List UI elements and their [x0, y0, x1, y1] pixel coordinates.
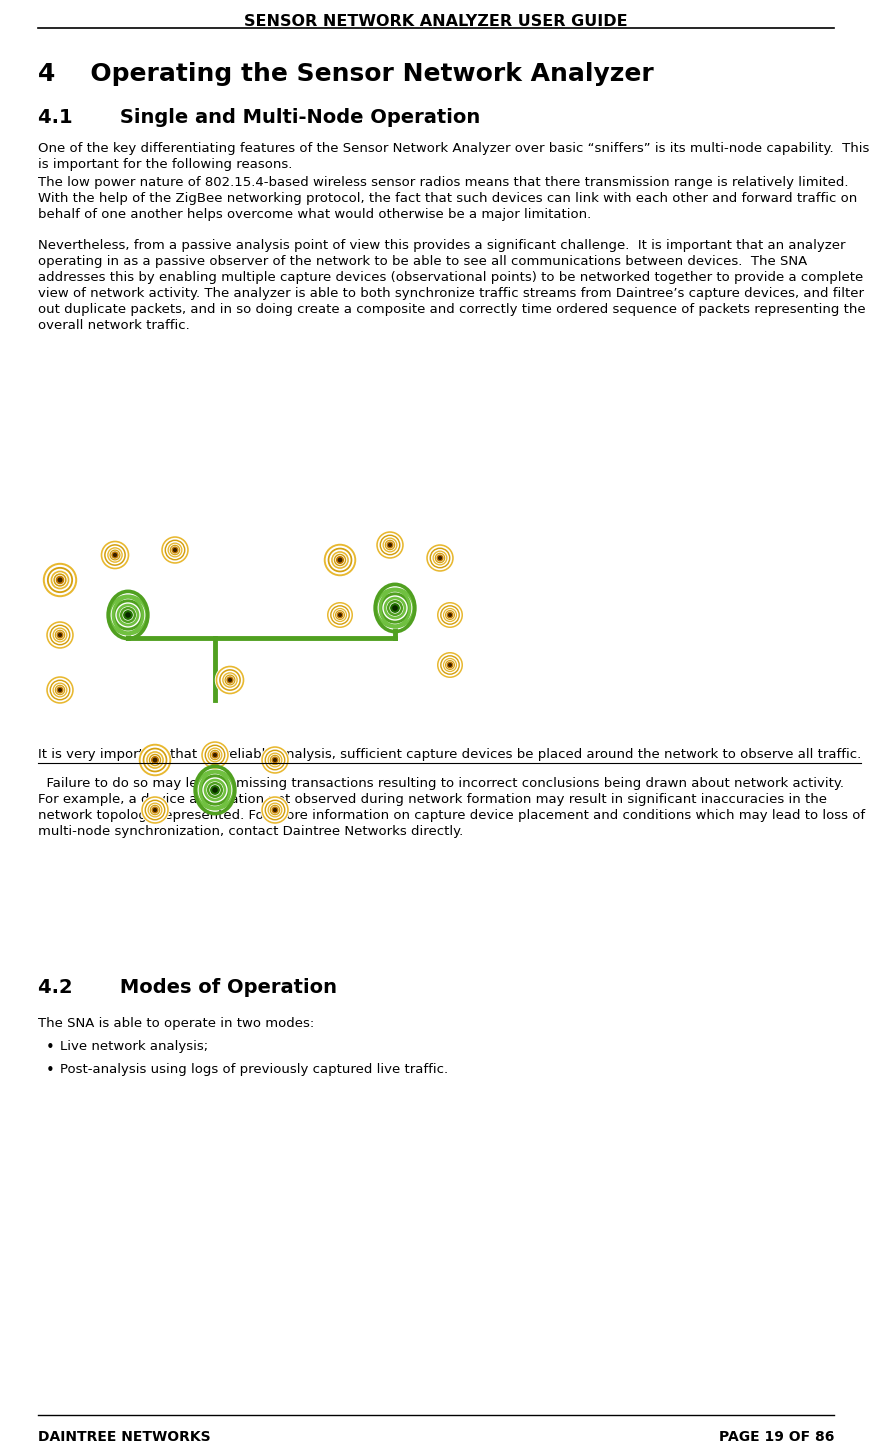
Text: •: • — [46, 1064, 55, 1078]
Circle shape — [58, 634, 61, 637]
Circle shape — [327, 602, 353, 628]
Circle shape — [172, 547, 178, 553]
Circle shape — [426, 544, 454, 572]
Circle shape — [375, 587, 415, 628]
Circle shape — [212, 752, 218, 758]
Circle shape — [58, 632, 63, 638]
Text: 4.2       Modes of Operation: 4.2 Modes of Operation — [38, 978, 337, 997]
Circle shape — [337, 557, 344, 563]
Circle shape — [100, 541, 130, 570]
Circle shape — [57, 576, 64, 583]
Circle shape — [174, 548, 176, 551]
Circle shape — [195, 770, 235, 810]
Text: One of the key differentiating features of the Sensor Network Analyzer over basi: One of the key differentiating features … — [38, 142, 869, 171]
Circle shape — [228, 679, 231, 682]
Circle shape — [43, 563, 78, 598]
Circle shape — [393, 606, 397, 611]
Circle shape — [387, 543, 393, 548]
Circle shape — [126, 614, 130, 616]
Text: Failure to do so may lead to missing transactions resulting to incorrect conclus: Failure to do so may lead to missing tra… — [38, 777, 865, 838]
Circle shape — [437, 651, 463, 679]
Text: SENSOR NETWORK ANALYZER USER GUIDE: SENSOR NETWORK ANALYZER USER GUIDE — [244, 14, 628, 29]
Circle shape — [214, 754, 216, 757]
Circle shape — [139, 744, 171, 776]
Circle shape — [58, 687, 63, 693]
Circle shape — [108, 595, 148, 635]
Text: Post-analysis using logs of previously captured live traffic.: Post-analysis using logs of previously c… — [60, 1064, 448, 1077]
Circle shape — [112, 551, 118, 559]
Circle shape — [272, 807, 278, 813]
Circle shape — [113, 554, 117, 557]
Text: Live network analysis;: Live network analysis; — [60, 1040, 208, 1053]
Circle shape — [324, 544, 357, 576]
Text: PAGE 19 OF 86: PAGE 19 OF 86 — [719, 1430, 834, 1444]
Circle shape — [213, 789, 217, 792]
Text: It is very important that for reliable analysis, sufficient capture devices be p: It is very important that for reliable a… — [38, 748, 862, 761]
Text: •: • — [46, 1040, 55, 1055]
Circle shape — [124, 611, 133, 619]
Circle shape — [227, 677, 233, 683]
Text: The low power nature of 802.15.4-based wireless sensor radios means that there t: The low power nature of 802.15.4-based w… — [38, 177, 857, 221]
Circle shape — [274, 758, 276, 761]
Circle shape — [58, 579, 62, 582]
Circle shape — [201, 741, 229, 768]
Circle shape — [447, 663, 453, 667]
Circle shape — [46, 676, 74, 703]
Circle shape — [437, 602, 463, 628]
Circle shape — [338, 559, 342, 561]
Text: Nevertheless, from a passive analysis point of view this provides a significant : Nevertheless, from a passive analysis po… — [38, 239, 866, 331]
Text: 4    Operating the Sensor Network Analyzer: 4 Operating the Sensor Network Analyzer — [38, 62, 654, 85]
Circle shape — [274, 809, 276, 812]
Circle shape — [338, 614, 341, 616]
Circle shape — [437, 556, 443, 561]
Circle shape — [389, 544, 392, 547]
Circle shape — [46, 621, 74, 648]
Text: The SNA is able to operate in two modes:: The SNA is able to operate in two modes: — [38, 1017, 314, 1030]
Circle shape — [448, 664, 452, 667]
Circle shape — [272, 757, 278, 763]
Circle shape — [439, 557, 441, 560]
Circle shape — [376, 531, 404, 559]
Circle shape — [153, 809, 156, 812]
Circle shape — [153, 758, 157, 761]
Circle shape — [391, 603, 399, 612]
Circle shape — [161, 535, 189, 564]
Text: DAINTREE NETWORKS: DAINTREE NETWORKS — [38, 1430, 211, 1444]
Circle shape — [58, 689, 61, 692]
Circle shape — [337, 612, 343, 618]
Circle shape — [215, 666, 244, 695]
Circle shape — [141, 796, 169, 823]
Circle shape — [152, 757, 159, 764]
Circle shape — [448, 614, 452, 616]
Circle shape — [152, 807, 158, 813]
Circle shape — [261, 747, 289, 774]
Text: 4.1       Single and Multi-Node Operation: 4.1 Single and Multi-Node Operation — [38, 109, 480, 127]
Circle shape — [261, 796, 289, 823]
Circle shape — [447, 612, 453, 618]
Circle shape — [211, 786, 219, 794]
